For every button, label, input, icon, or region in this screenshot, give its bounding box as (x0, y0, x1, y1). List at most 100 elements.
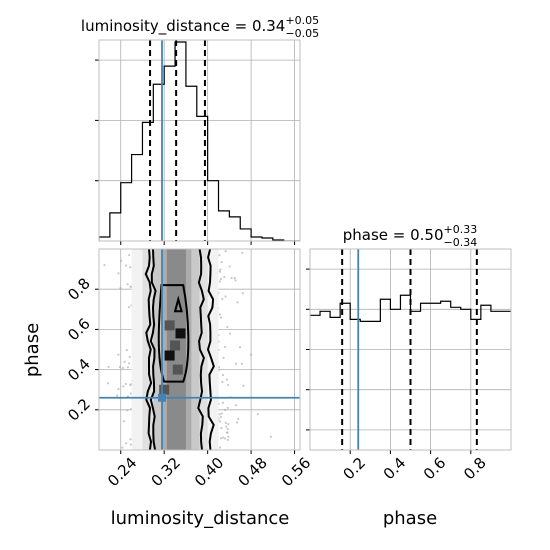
sample-point (226, 431, 229, 434)
sample-point (269, 435, 272, 438)
sample-point (223, 275, 226, 279)
x-axis-label: luminosity_distance (111, 508, 290, 529)
sample-point (241, 292, 244, 295)
contour-line (206, 249, 215, 450)
sample-point (221, 297, 224, 301)
sample-point (123, 360, 126, 363)
sample-point (127, 306, 131, 309)
y-axis-label: phase (22, 323, 43, 377)
sample-point (121, 446, 124, 449)
sample-point (221, 373, 225, 377)
sample-point (94, 432, 96, 434)
sample-point (222, 356, 225, 359)
sample-point (223, 408, 227, 412)
sample-point (241, 251, 244, 254)
contour-line (149, 249, 157, 450)
joint-density-panel: 0.24 0.32 0.40 0.48 0.56 0.2 0.4 0.6 0.8 luminos… (22, 248, 314, 529)
sample-point (120, 259, 123, 262)
sample-point (129, 392, 133, 395)
sample-point (234, 279, 237, 282)
contour-line (144, 249, 153, 450)
y-tick-label: 0.6 (64, 315, 94, 345)
title-text: luminosity_distance = 0.34 (81, 17, 285, 36)
sample-point (118, 365, 121, 369)
sample-point (107, 382, 110, 385)
sample-point (219, 268, 222, 271)
title-lower-error: −0.34 (444, 236, 478, 249)
sample-point (119, 287, 122, 290)
sample-point (224, 295, 227, 298)
contour-line (197, 249, 205, 450)
sample-point (126, 366, 130, 369)
sample-point (125, 349, 128, 352)
x-tick-label: 0.6 (420, 454, 450, 484)
sample-point (218, 413, 221, 416)
density-peak (159, 384, 170, 395)
x-tick-label: 0.4 (380, 454, 410, 484)
sample-point (107, 365, 110, 368)
sample-point (129, 383, 132, 387)
sample-point (237, 417, 240, 420)
sample-point (223, 345, 226, 349)
sample-point (240, 362, 243, 365)
sample-point (218, 420, 222, 423)
sample-point (122, 420, 126, 423)
sample-point (221, 436, 224, 439)
sample-point (226, 406, 229, 409)
sample-point (219, 277, 223, 281)
sample-point (117, 272, 120, 275)
sample-point (234, 404, 238, 407)
sample-point (103, 263, 106, 267)
sample-point (125, 442, 128, 445)
sample-point (129, 438, 132, 441)
truth-marker (158, 393, 167, 402)
sample-point (221, 401, 224, 404)
sample-point (235, 362, 238, 365)
sample-point (126, 409, 129, 412)
x-tick-label: 0.40 (191, 454, 227, 490)
sample-point (129, 443, 132, 446)
sample-point (117, 353, 120, 356)
density-peak (175, 328, 186, 339)
sample-point (116, 394, 119, 397)
sample-point (128, 254, 131, 257)
density-peak (164, 320, 175, 331)
sample-point (218, 270, 222, 273)
title-lower-error: −0.05 (285, 27, 319, 40)
histogram-step (310, 294, 511, 322)
panel-title: luminosity_distance = 0.34+0.05 −0.05 (81, 14, 319, 40)
sample-point (224, 421, 227, 424)
x-tick-label: 0.24 (104, 454, 140, 490)
sample-point (225, 378, 228, 381)
phase-marginal-panel: 0.2 0.4 0.6 0.8 phase = 0.50+0.33 −0.34 phas… (306, 223, 512, 529)
panel-title: phase = 0.50+0.33 −0.34 (343, 223, 478, 249)
sample-point (218, 280, 221, 283)
density-peak (172, 364, 183, 375)
sample-point (230, 276, 233, 279)
sample-point (218, 446, 222, 449)
sample-point (220, 260, 223, 264)
sample-point (249, 353, 253, 356)
sample-point (226, 325, 229, 329)
sample-point (223, 437, 227, 440)
contour-inner (157, 284, 190, 383)
luminosity-distance-marginal-panel: luminosity_distance = 0.34+0.05 −0.05 (81, 14, 319, 245)
sample-point (229, 332, 232, 335)
title-text: phase = 0.50 (343, 226, 444, 244)
sample-point (256, 413, 259, 416)
title-upper-error: +0.05 (285, 14, 319, 27)
sample-point (226, 427, 229, 431)
y-tick-label: 0.2 (64, 395, 94, 425)
x-tick-label: 0.48 (234, 454, 270, 490)
sample-point (219, 316, 223, 319)
sample-point (233, 276, 237, 280)
sample-point (226, 438, 229, 441)
sample-point (219, 437, 222, 440)
title-upper-error: +0.33 (444, 223, 478, 236)
y-tick-label: 0.8 (64, 274, 94, 304)
sample-point (117, 387, 120, 391)
contour-island (173, 295, 183, 313)
sample-point (242, 384, 245, 387)
x-tick-label: 0.56 (278, 454, 314, 490)
